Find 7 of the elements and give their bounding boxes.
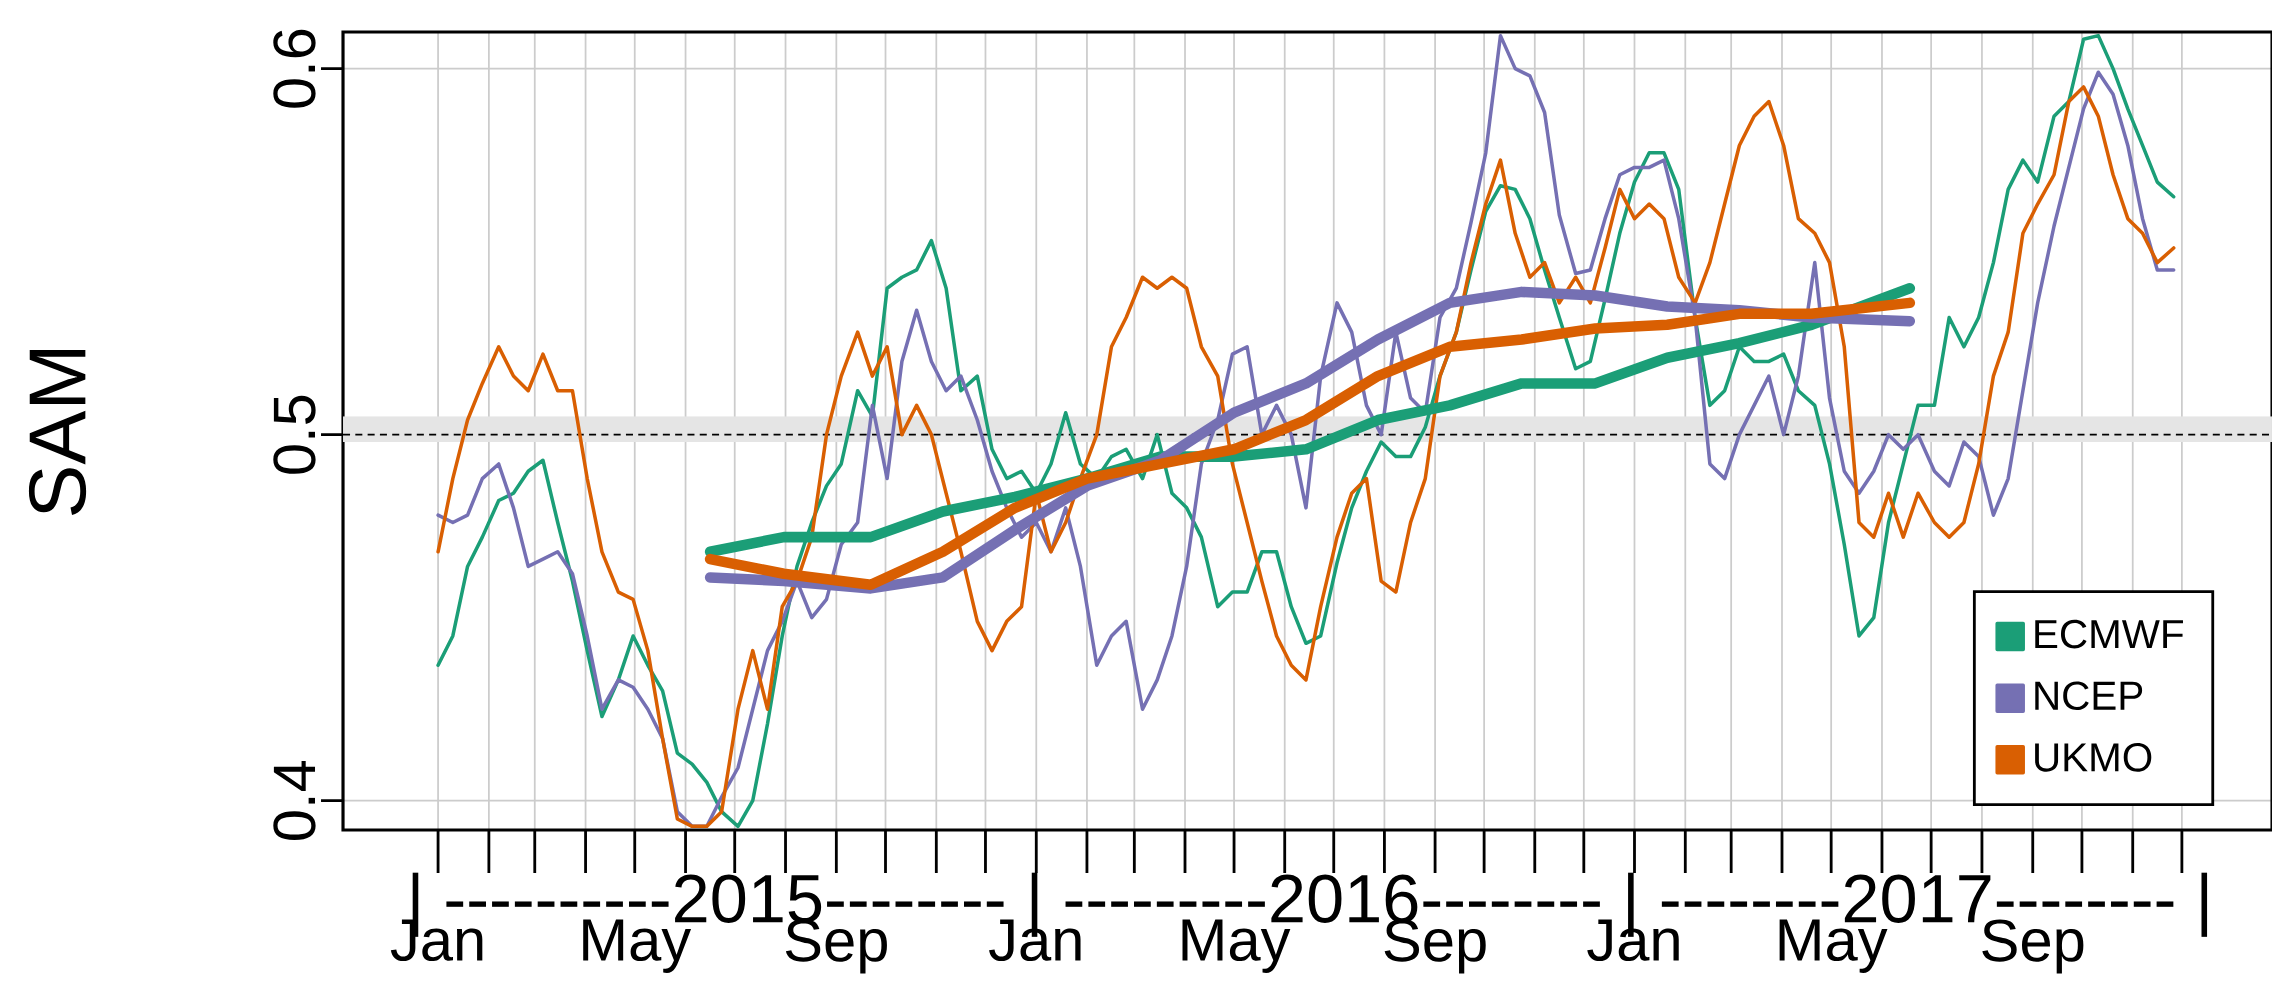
- y-tick-label: 0.5: [273, 395, 316, 474]
- legend-label: ECMWF: [2035, 619, 2183, 649]
- legend-label: UKMO: [2035, 743, 2152, 772]
- legend-label: NCEP: [2035, 681, 2143, 711]
- y-tick-label: 0.6: [273, 29, 316, 108]
- y-axis-title: SAM: [28, 349, 87, 515]
- y-tick-label: 0.4: [273, 760, 316, 840]
